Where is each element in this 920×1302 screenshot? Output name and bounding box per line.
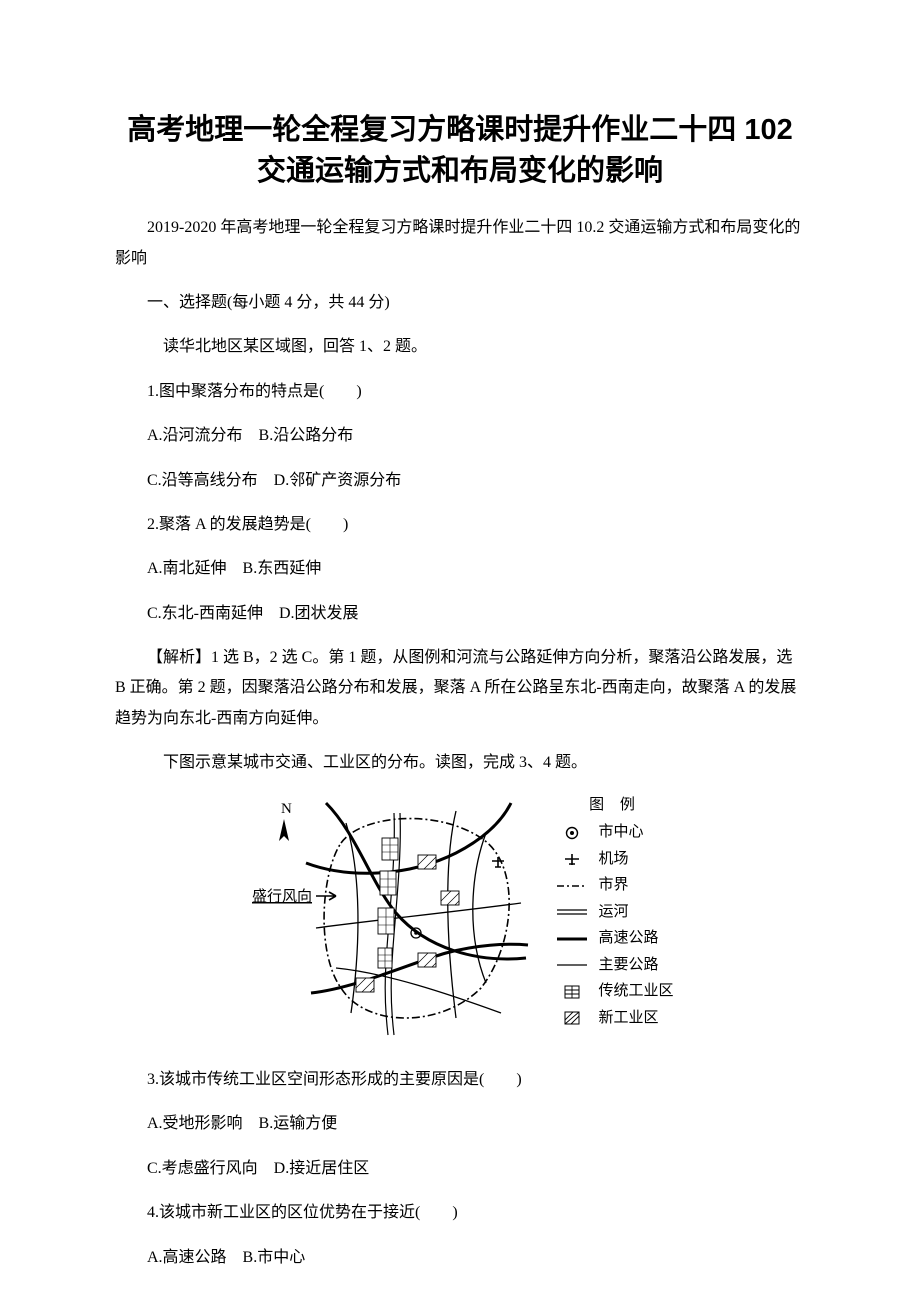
legend-label: 主要公路	[598, 953, 658, 979]
legend-highway-icon	[556, 935, 588, 943]
legend-label: 市界	[598, 873, 628, 899]
answer-explanation-1: 【解析】1 选 B，2 选 C。第 1 题，从图例和河流与公路延伸方向分析，聚落…	[115, 643, 805, 734]
lead-text-2: 下图示意某城市交通、工业区的分布。读图，完成 3、4 题。	[115, 748, 805, 778]
lead-text-1: 读华北地区某区域图，回答 1、2 题。	[115, 332, 805, 362]
question-3-options-a: A.受地形影响 B.运输方便	[115, 1109, 805, 1139]
legend-label: 运河	[598, 900, 628, 926]
question-3-options-b: C.考虑盛行风向 D.接近居住区	[115, 1154, 805, 1184]
legend-traditional-icon	[556, 985, 588, 999]
question-4-options-a: A.高速公路 B.市中心	[115, 1243, 805, 1273]
question-1: 1.图中聚落分布的特点是( )	[115, 377, 805, 407]
question-1-options-a: A.沿河流分布 B.沿公路分布	[115, 421, 805, 451]
intro-para: 2019-2020 年高考地理一轮全程复习方略课时提升作业二十四 10.2 交通…	[115, 213, 805, 274]
legend-label: 高速公路	[598, 926, 658, 952]
legend-boundary-icon	[556, 882, 588, 890]
legend-road-icon	[556, 961, 588, 969]
legend-canal-icon	[556, 907, 588, 917]
map-diagram: N 盛行风向	[246, 793, 531, 1045]
legend-newind-icon	[556, 1011, 588, 1025]
legend-citycenter-icon	[556, 825, 588, 841]
wind-label: 盛行风向	[252, 888, 312, 905]
legend-airport-icon	[556, 852, 588, 866]
section-heading: 一、选择题(每小题 4 分，共 44 分)	[115, 288, 805, 318]
question-2-options-b: C.东北-西南延伸 D.团状发展	[115, 599, 805, 629]
legend-title: 图 例	[556, 793, 673, 819]
figure-city-map: N 盛行风向	[115, 793, 805, 1049]
legend-label: 机场	[598, 847, 628, 873]
legend-label: 传统工业区	[598, 979, 673, 1005]
legend-label: 市中心	[598, 820, 643, 846]
question-3: 3.该城市传统工业区空间形态形成的主要原因是( )	[115, 1065, 805, 1095]
legend-label: 新工业区	[598, 1006, 658, 1032]
doc-title: 高考地理一轮全程复习方略课时提升作业二十四 102 交通运输方式和布局变化的影响	[115, 110, 805, 191]
question-4: 4.该城市新工业区的区位优势在于接近( )	[115, 1198, 805, 1228]
question-2-options-a: A.南北延伸 B.东西延伸	[115, 554, 805, 584]
map-legend: 图 例 市中心 机场 市界 运河 高速公路 主要公路 传统工业区 新工业区	[556, 793, 673, 1033]
north-label: N	[281, 801, 292, 817]
question-1-options-b: C.沿等高线分布 D.邻矿产资源分布	[115, 466, 805, 496]
question-2: 2.聚落 A 的发展趋势是( )	[115, 510, 805, 540]
